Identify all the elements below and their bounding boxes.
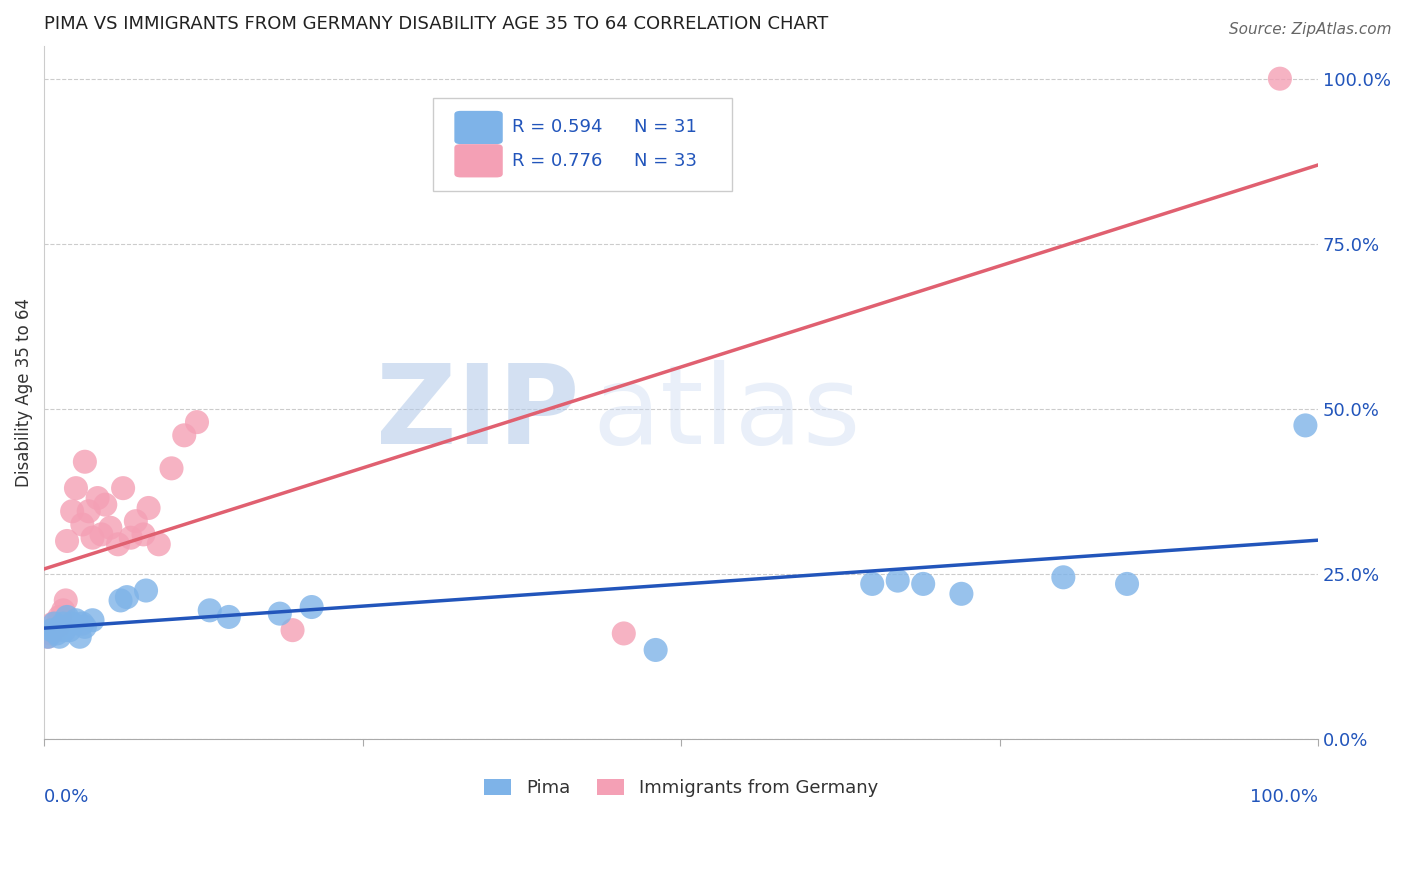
Point: [52, 616, 75, 631]
Point: [49, 616, 72, 631]
Point: [138, 500, 160, 515]
Point: [86, 491, 108, 505]
Legend: Pima, Immigrants from Germany: Pima, Immigrants from Germany: [475, 770, 887, 806]
Point: [107, 537, 129, 551]
Text: Source: ZipAtlas.com: Source: ZipAtlas.com: [1229, 22, 1392, 37]
Point: [120, 531, 142, 545]
Point: [94, 498, 117, 512]
Point: [48, 610, 70, 624]
Point: [886, 574, 908, 588]
Point: [72, 616, 94, 631]
Point: [860, 577, 883, 591]
Point: [301, 600, 323, 615]
Point: [82, 613, 104, 627]
Point: [44, 616, 66, 631]
Point: [613, 626, 636, 640]
Text: N = 31: N = 31: [634, 119, 697, 136]
Point: [42, 616, 65, 631]
Point: [45, 626, 67, 640]
Point: [1268, 71, 1291, 86]
Text: 0.0%: 0.0%: [44, 788, 90, 805]
Point: [160, 461, 183, 475]
Text: PIMA VS IMMIGRANTS FROM GERMANY DISABILITY AGE 35 TO 64 CORRELATION CHART: PIMA VS IMMIGRANTS FROM GERMANY DISABILI…: [44, 15, 828, 33]
Point: [77, 504, 100, 518]
Point: [53, 623, 76, 637]
Point: [218, 610, 240, 624]
Text: N = 33: N = 33: [634, 152, 697, 169]
Point: [73, 455, 96, 469]
Point: [644, 643, 666, 657]
Point: [98, 521, 121, 535]
Point: [132, 527, 155, 541]
Point: [135, 583, 157, 598]
Point: [65, 481, 87, 495]
Point: [72, 517, 94, 532]
Point: [173, 428, 195, 442]
Point: [49, 620, 72, 634]
Point: [69, 630, 91, 644]
Point: [148, 537, 170, 551]
Point: [125, 514, 148, 528]
Point: [65, 613, 87, 627]
Point: [52, 603, 75, 617]
Y-axis label: Disability Age 35 to 64: Disability Age 35 to 64: [15, 298, 32, 487]
Point: [82, 531, 104, 545]
Point: [1052, 570, 1074, 584]
Point: [1116, 577, 1139, 591]
Point: [45, 623, 67, 637]
Point: [39, 626, 62, 640]
FancyBboxPatch shape: [454, 111, 503, 145]
Point: [112, 481, 135, 495]
Point: [41, 623, 63, 637]
Point: [115, 590, 138, 604]
Point: [269, 607, 291, 621]
Text: ZIP: ZIP: [375, 359, 579, 467]
Point: [198, 603, 221, 617]
Point: [281, 623, 304, 637]
Text: R = 0.776: R = 0.776: [512, 152, 602, 169]
Point: [912, 577, 935, 591]
Point: [950, 587, 973, 601]
FancyBboxPatch shape: [454, 145, 503, 178]
Text: 100.0%: 100.0%: [1250, 788, 1319, 805]
Text: R = 0.594: R = 0.594: [512, 119, 602, 136]
Point: [55, 593, 77, 607]
Point: [90, 527, 112, 541]
Point: [60, 616, 83, 631]
Point: [56, 533, 79, 548]
Point: [37, 630, 59, 644]
Point: [48, 630, 70, 644]
Text: atlas: atlas: [592, 359, 860, 467]
Point: [60, 504, 83, 518]
Point: [37, 630, 59, 644]
FancyBboxPatch shape: [433, 98, 733, 191]
Point: [110, 593, 132, 607]
Point: [58, 623, 80, 637]
Point: [45, 620, 67, 634]
Point: [186, 415, 208, 429]
Point: [1294, 418, 1316, 433]
Point: [56, 610, 79, 624]
Point: [73, 620, 96, 634]
